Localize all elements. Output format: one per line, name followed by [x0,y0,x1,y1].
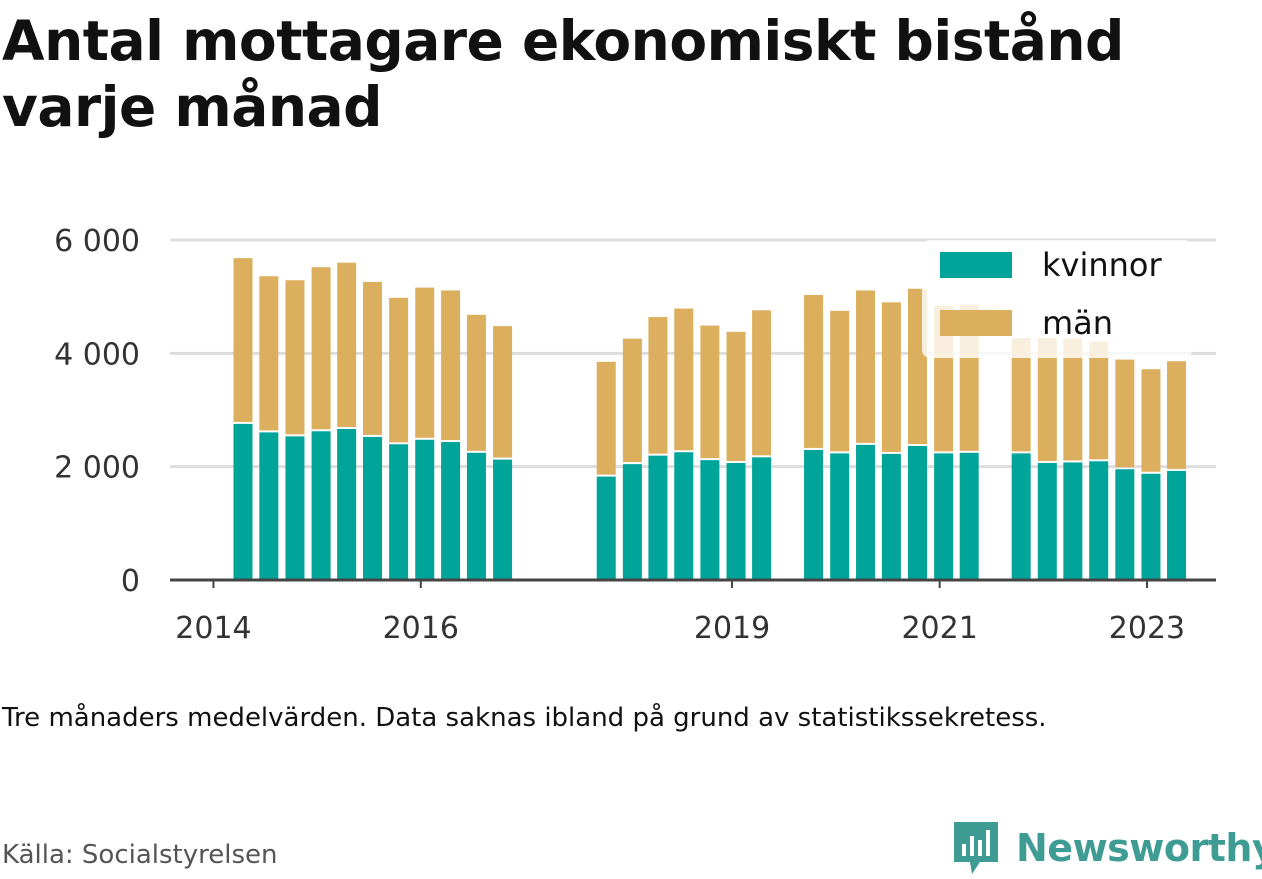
bar-man[interactable] [1011,338,1031,452]
bar-kvinnor[interactable] [622,464,642,580]
bar-kvinnor[interactable] [959,452,979,580]
bar-man[interactable] [1089,341,1109,460]
bar-kvinnor[interactable] [389,444,409,580]
bar-kvinnor[interactable] [233,423,253,580]
bar-man[interactable] [259,276,279,431]
bar-kvinnor[interactable] [596,476,616,580]
bar-man[interactable] [362,281,382,435]
bar-man[interactable] [622,338,642,463]
bar-man[interactable] [441,290,461,441]
x-tick-label: 2023 [1109,611,1185,646]
bar-man[interactable] [1167,361,1187,469]
y-tick-label: 4 000 [54,337,140,372]
y-axis: 0 2 000 4 000 6 000 [54,224,140,599]
bar-man[interactable] [726,331,746,461]
bar-man[interactable] [285,280,305,435]
legend-label: män [1042,304,1113,342]
bar-kvinnor[interactable] [362,436,382,580]
bar-man[interactable] [466,314,486,451]
newsworthy-icon [954,822,998,874]
bar-man[interactable] [830,310,850,452]
y-tick-label: 2 000 [54,451,140,486]
x-tick-label: 2016 [383,611,459,646]
bar-kvinnor[interactable] [1167,470,1187,580]
bar-man[interactable] [1115,359,1135,468]
bar-man[interactable] [648,317,668,454]
bar-kvinnor[interactable] [908,446,928,580]
bar-man[interactable] [881,302,901,452]
bar-kvinnor[interactable] [856,444,876,580]
bar-kvinnor[interactable] [674,452,694,580]
bar-kvinnor[interactable] [466,452,486,580]
bar-kvinnor[interactable] [830,453,850,580]
bar-kvinnor[interactable] [441,442,461,580]
bar-kvinnor[interactable] [934,453,954,580]
bar-man[interactable] [856,290,876,443]
bar-kvinnor[interactable] [881,453,901,580]
legend-swatch [940,252,1012,278]
legend: kvinnor män [922,240,1192,358]
bar-man[interactable] [493,326,513,458]
bar-kvinnor[interactable] [415,439,435,580]
bar-man[interactable] [233,258,253,422]
x-axis: 2014 2016 2019 2021 2023 [170,578,1216,646]
x-tick-label: 2019 [694,611,770,646]
bar-man[interactable] [415,287,435,438]
bar-kvinnor[interactable] [1141,473,1161,580]
bar-man[interactable] [596,361,616,475]
bar-kvinnor[interactable] [493,459,513,580]
bar-kvinnor[interactable] [337,429,357,580]
bar-kvinnor[interactable] [1063,462,1083,580]
bar-kvinnor[interactable] [700,460,720,580]
bar-kvinnor[interactable] [1115,469,1135,580]
y-tick-label: 0 [121,564,140,599]
source-text: Källa: Socialstyrelsen [2,840,278,870]
chart: 2014 2016 2019 2021 2023 0 2 000 4 000 6 000 kv… [54,224,1216,646]
chart-note: Tre månaders medelvärden. Data saknas ib… [2,703,1047,733]
bar-man[interactable] [804,294,824,448]
bar-kvinnor[interactable] [311,431,331,580]
bar-kvinnor[interactable] [726,463,746,580]
y-tick-label: 6 000 [54,224,140,259]
bar-man[interactable] [752,310,772,456]
x-tick-label: 2014 [175,611,251,646]
bar-man[interactable] [389,297,409,443]
bar-man[interactable] [674,308,694,451]
bar-kvinnor[interactable] [259,432,279,580]
bar-kvinnor[interactable] [1037,463,1057,580]
bar-man[interactable] [337,262,357,427]
bar-kvinnor[interactable] [1011,453,1031,580]
bar-kvinnor[interactable] [804,449,824,580]
legend-label: kvinnor [1042,246,1163,284]
bar-kvinnor[interactable] [285,436,305,580]
bar-man[interactable] [1037,338,1057,461]
bar-kvinnor[interactable] [648,455,668,580]
bar-man[interactable] [700,325,720,459]
bar-kvinnor[interactable] [752,457,772,580]
bar-man[interactable] [1063,338,1083,461]
newsworthy-logo[interactable]: Newsworthy [950,818,1262,878]
brand-name: Newsworthy [1016,826,1262,870]
bar-kvinnor[interactable] [1089,461,1109,580]
bar-man[interactable] [311,267,331,430]
x-tick-label: 2021 [901,611,977,646]
bar-man[interactable] [1141,369,1161,472]
chart-title: Antal mottagare ekonomiskt bistånd varje… [2,9,1124,139]
legend-swatch [940,310,1012,336]
